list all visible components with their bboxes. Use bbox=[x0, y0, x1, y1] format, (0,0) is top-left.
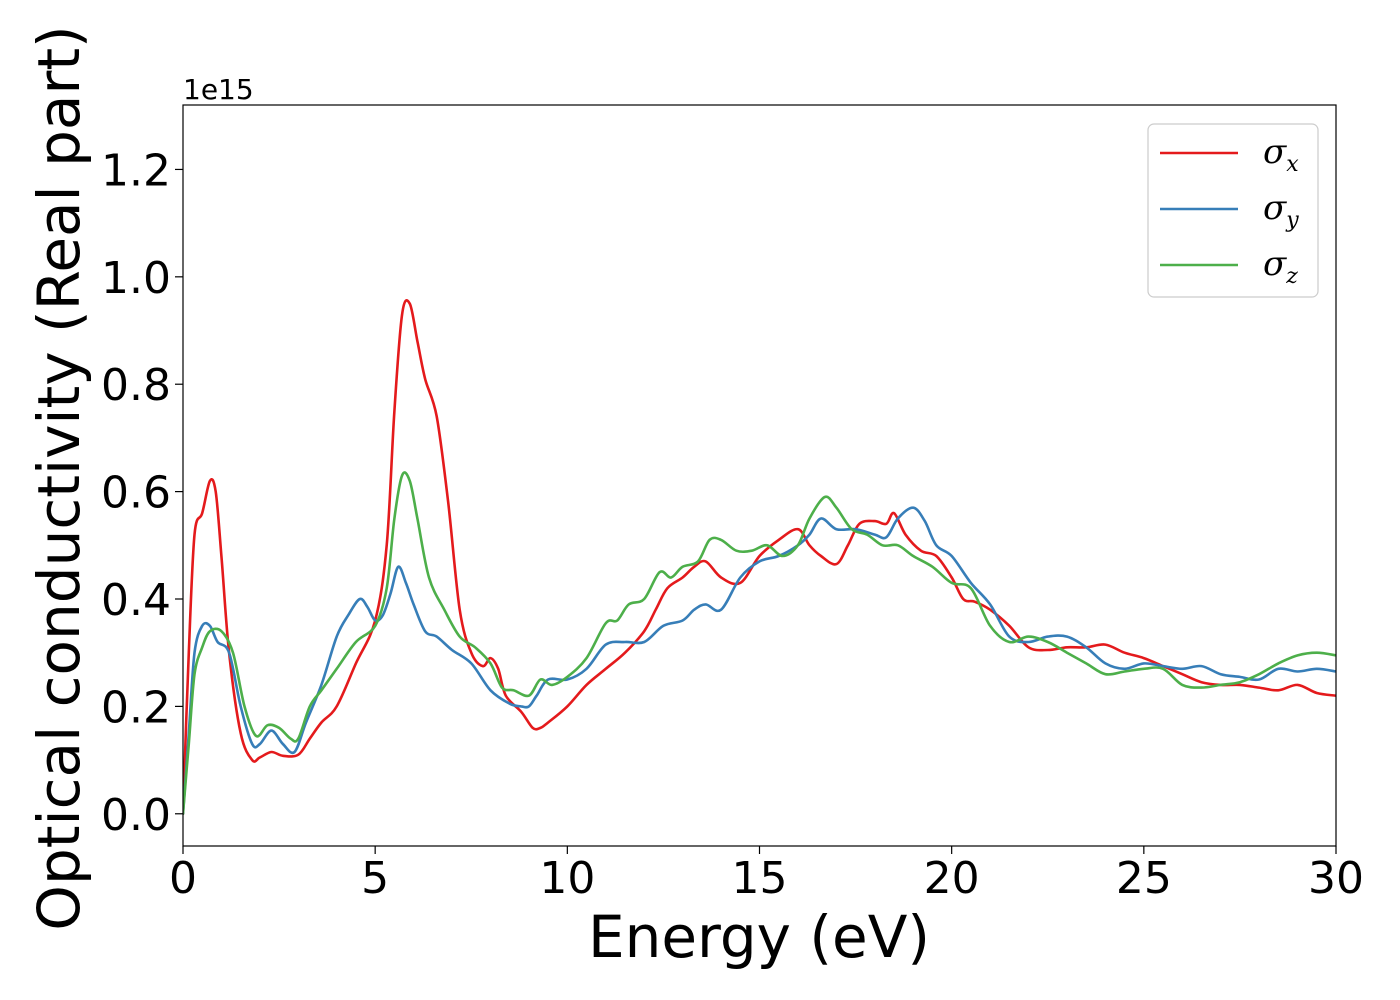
x-tick-label: 10 bbox=[539, 853, 595, 904]
x-tick-label: 30 bbox=[1308, 853, 1364, 904]
y-tick-label: 0.2 bbox=[101, 682, 171, 733]
legend-label-y: σy bbox=[1263, 188, 1299, 233]
y-axis-ticks: 0.0 0.2 0.4 0.6 0.8 1.0 1.2 bbox=[101, 145, 183, 841]
series-line-y bbox=[183, 506, 1336, 816]
legend: σx σy σz bbox=[1147, 123, 1319, 298]
x-tick-label: 25 bbox=[1116, 853, 1172, 904]
x-axis-title: Energy (eV) bbox=[588, 903, 930, 971]
x-tick-label: 15 bbox=[732, 853, 788, 904]
series-layer bbox=[183, 299, 1336, 816]
y-tick-label: 0.8 bbox=[101, 360, 171, 411]
series-line-z bbox=[183, 471, 1336, 816]
x-axis-ticks: 0 5 10 15 20 25 30 bbox=[169, 846, 1364, 904]
y-tick-label: 0.6 bbox=[101, 468, 171, 519]
legend-frame bbox=[1147, 123, 1319, 298]
y-tick-label: 0.4 bbox=[101, 575, 171, 626]
y-tick-label: 1.0 bbox=[101, 253, 171, 304]
y-axis-offset-text: 1e15 bbox=[183, 73, 254, 106]
x-tick-label: 5 bbox=[361, 853, 389, 904]
x-tick-label: 20 bbox=[924, 853, 980, 904]
y-tick-label: 0.0 bbox=[101, 790, 171, 841]
x-tick-label: 0 bbox=[169, 853, 197, 904]
y-tick-label: 1.2 bbox=[101, 145, 171, 196]
legend-items: σx σy σz bbox=[1160, 132, 1299, 289]
legend-label-z: σz bbox=[1263, 244, 1298, 289]
legend-label-x: σx bbox=[1263, 132, 1299, 177]
y-axis-title: Optical conductivity (Real part) bbox=[25, 25, 93, 930]
